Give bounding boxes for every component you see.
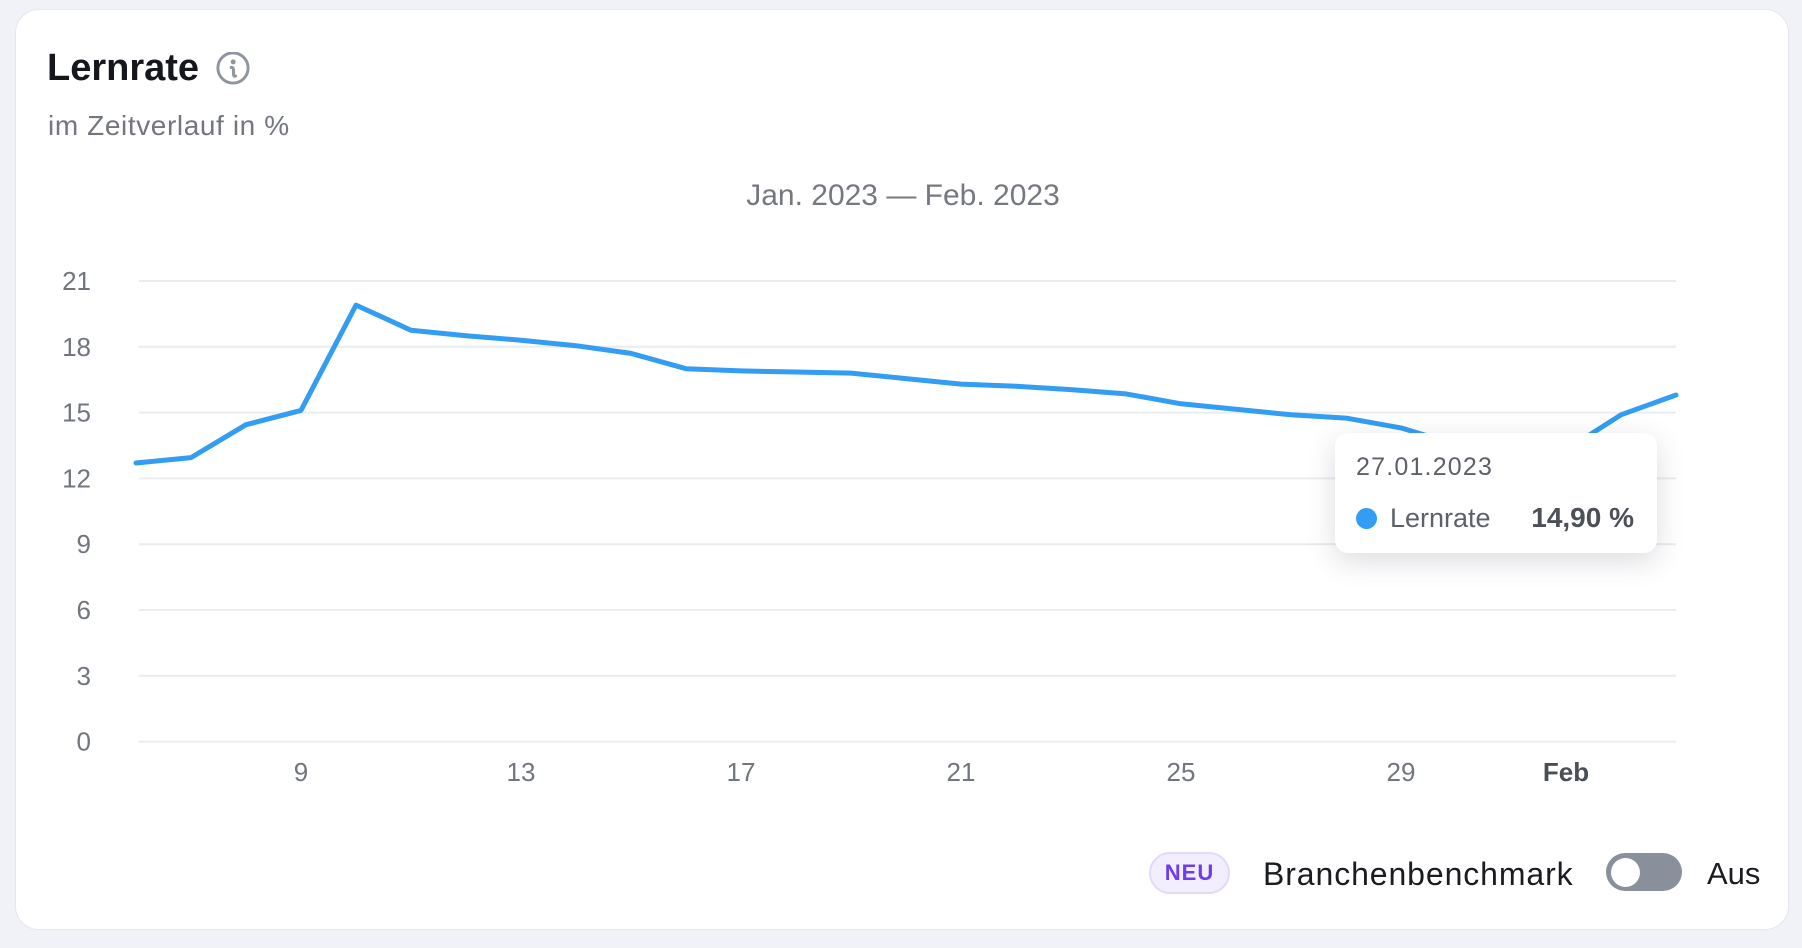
svg-text:25: 25	[1167, 757, 1196, 787]
svg-text:9: 9	[77, 529, 91, 559]
svg-text:15: 15	[62, 398, 91, 428]
svg-text:13: 13	[507, 757, 536, 787]
svg-text:3: 3	[77, 661, 91, 691]
svg-text:0: 0	[77, 727, 91, 757]
svg-text:21: 21	[62, 266, 91, 296]
svg-text:21: 21	[947, 757, 976, 787]
svg-text:12: 12	[62, 463, 91, 493]
svg-text:17: 17	[727, 757, 756, 787]
svg-text:18: 18	[62, 332, 91, 362]
svg-text:9: 9	[294, 757, 308, 787]
svg-text:29: 29	[1387, 757, 1416, 787]
svg-text:Feb: Feb	[1543, 757, 1589, 787]
svg-text:6: 6	[77, 595, 91, 625]
